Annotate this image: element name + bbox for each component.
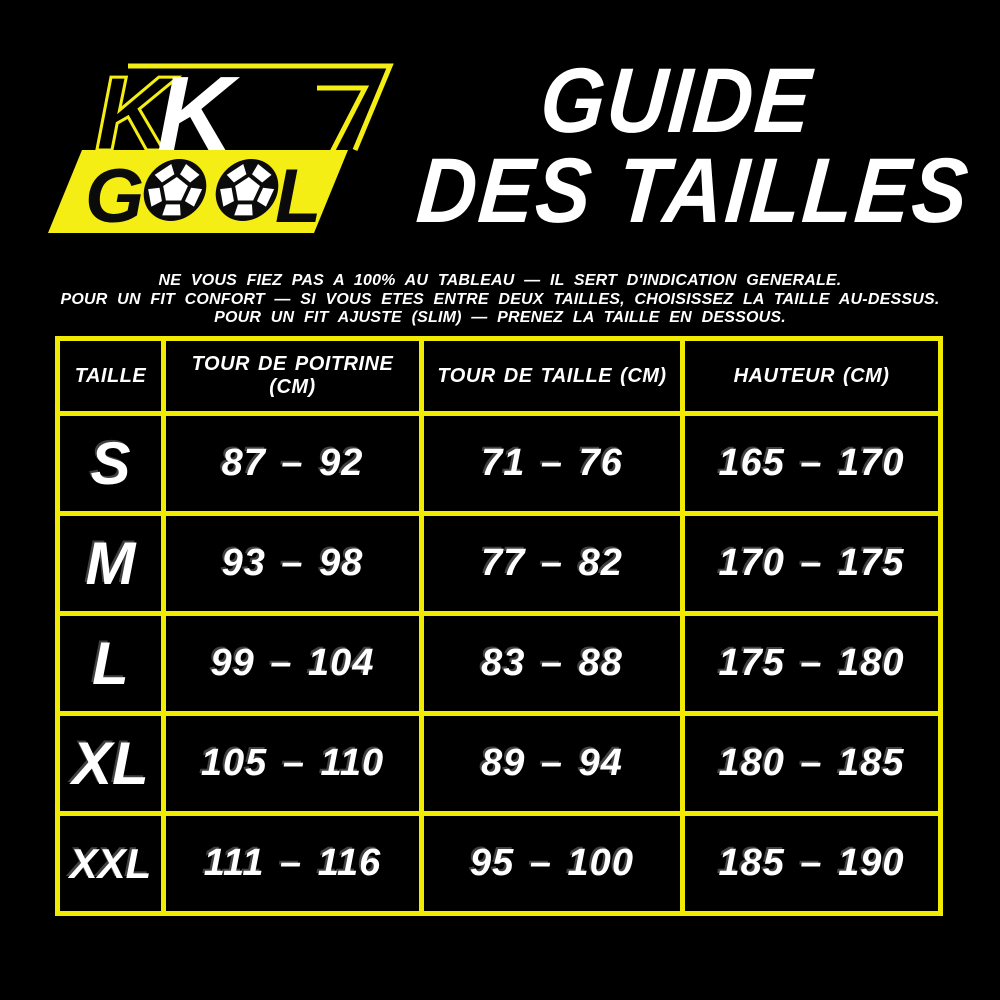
kkgool-logo: K K G L xyxy=(48,54,394,239)
chest-cell: 87 – 92 xyxy=(161,411,424,516)
height-cell: 165 – 170 xyxy=(680,411,943,516)
header-taille: TAILLE xyxy=(55,336,166,416)
height-cell: 170 – 175 xyxy=(680,511,943,616)
size-cell: M xyxy=(55,511,166,616)
logo-numeral-7 xyxy=(317,85,370,154)
header-tour-de-poitrine: TOUR DE POITRINE (CM) xyxy=(161,336,424,416)
size-cell: S xyxy=(55,411,166,516)
chest-cell: 105 – 110 xyxy=(161,711,424,816)
height-cell: 180 – 185 xyxy=(680,711,943,816)
height-cell: 185 – 190 xyxy=(680,811,943,916)
disclaimer-line1: NE VOUS FIEZ PAS A 100% AU TABLEAU — IL … xyxy=(158,272,842,289)
waist-cell: 83 – 88 xyxy=(419,611,685,716)
table-row: L 99 – 104 83 – 88 175 – 180 xyxy=(55,611,943,716)
table-row: S 87 – 92 71 – 76 165 – 170 xyxy=(55,411,943,516)
size-table: TAILLE TOUR DE POITRINE (CM) TOUR DE TAI… xyxy=(55,336,943,916)
table-row: XXL 111 – 116 95 – 100 185 – 190 xyxy=(55,811,943,916)
disclaimer-line2: POUR UN FIT CONFORT — SI VOUS ETES ENTRE… xyxy=(60,290,940,308)
disclaimer-line3: POUR UN FIT AJUSTE (SLIM) — PRENEZ LA TA… xyxy=(214,309,786,326)
size-cell: XL xyxy=(55,711,166,816)
page-title-line2: DES TAILLES xyxy=(413,140,974,242)
header-hauteur: HAUTEUR (CM) xyxy=(680,336,943,416)
waist-cell: 77 – 82 xyxy=(419,511,685,616)
size-cell: L xyxy=(55,611,166,716)
logo-g-letter: G xyxy=(85,154,144,239)
table-row: M 93 – 98 77 – 82 170 – 175 xyxy=(55,511,943,616)
table-row: XL 105 – 110 89 – 94 180 – 185 xyxy=(55,711,943,816)
disclaimer-text: NE VOUS FIEZ PAS A 100% AU TABLEAU — IL … xyxy=(0,272,1000,328)
page-title-line1: GUIDE xyxy=(536,50,817,152)
chest-cell: 111 – 116 xyxy=(161,811,424,916)
page-title: GUIDE DES TAILLES xyxy=(413,50,974,242)
chest-cell: 99 – 104 xyxy=(161,611,424,716)
table-header-row: TAILLE TOUR DE POITRINE (CM) TOUR DE TAI… xyxy=(55,336,943,416)
waist-cell: 89 – 94 xyxy=(419,711,685,816)
size-cell: XXL xyxy=(55,811,166,916)
waist-cell: 95 – 100 xyxy=(419,811,685,916)
header-tour-de-taille: TOUR DE TAILLE (CM) xyxy=(419,336,685,416)
chest-cell: 93 – 98 xyxy=(161,511,424,616)
logo-frame-line xyxy=(128,63,394,151)
logo-l-letter: L xyxy=(275,154,321,239)
height-cell: 175 – 180 xyxy=(680,611,943,716)
waist-cell: 71 – 76 xyxy=(419,411,685,516)
